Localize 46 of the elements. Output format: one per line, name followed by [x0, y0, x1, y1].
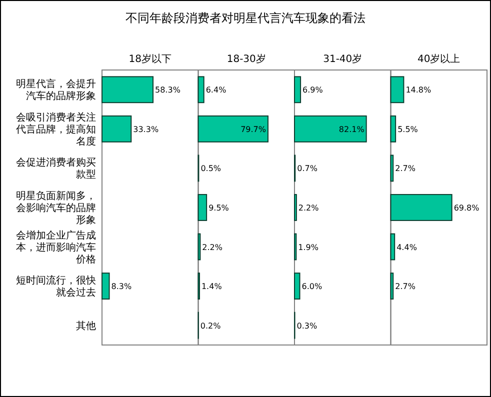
- bar: [390, 76, 404, 104]
- y-tick-label: 会吸引消费者关注代言品牌，提高知名度: [15, 111, 96, 148]
- bar: [390, 233, 396, 260]
- data-label: 0.3%: [296, 321, 318, 330]
- data-label: 0.2%: [200, 321, 222, 330]
- data-label: 1.9%: [298, 242, 319, 252]
- bar: [390, 115, 396, 142]
- bar: [294, 115, 367, 142]
- data-label: 1.4%: [201, 282, 222, 292]
- bar: [390, 194, 452, 221]
- data-label: 2.2%: [202, 242, 223, 252]
- y-tick-label: 明星负面新闻多，会影响汽车的品牌形象: [16, 190, 96, 226]
- data-label: 2.7%: [395, 164, 416, 174]
- chart-subtitle: 18-30岁: [226, 53, 266, 65]
- data-label: 58.3%: [155, 86, 181, 95]
- data-label: 0.7%: [297, 164, 318, 174]
- chart-subtitle: 18岁以下: [128, 53, 172, 65]
- data-label: 6.9%: [302, 86, 324, 95]
- data-label: 2.2%: [298, 204, 320, 212]
- data-label: 69.8%: [454, 204, 480, 212]
- data-label: 6.4%: [206, 86, 227, 95]
- data-label: 79.7%: [240, 124, 266, 134]
- data-label: 5.5%: [398, 124, 418, 134]
- y-tick-label: 短时间流行，很快就会过去: [16, 274, 96, 299]
- bar: [198, 76, 204, 104]
- data-label: 82.1%: [338, 124, 365, 134]
- data-label: 33.3%: [133, 124, 159, 134]
- text: 不同年龄段消费者对明星代言汽车现象的看法: [126, 11, 366, 25]
- data-label: 14.8%: [406, 86, 432, 95]
- y-tick-label: 会增加企业广告成本，进而影响汽车价格: [16, 229, 96, 266]
- bar: [198, 115, 268, 142]
- y-tick-label: 会促进消费者购买款型: [16, 156, 96, 181]
- data-label: 0.5%: [200, 164, 222, 174]
- y-tick-label: 明星代言，会提升汽车的品牌形象: [16, 78, 96, 102]
- chart-subtitle: 31-40岁: [323, 53, 362, 65]
- data-label: 2.7%: [395, 282, 416, 292]
- chart-subtitle: 40岁以上: [418, 53, 460, 65]
- data-label: 6.0%: [302, 282, 322, 292]
- data-label: 8.3%: [111, 282, 132, 292]
- data-label: 9.5%: [208, 204, 230, 212]
- y-tick-label: 其他: [76, 320, 96, 332]
- data-label: 4.4%: [396, 242, 418, 252]
- bar: [294, 272, 300, 300]
- bar: [294, 76, 302, 104]
- bar: [198, 194, 208, 221]
- bar: [390, 272, 394, 300]
